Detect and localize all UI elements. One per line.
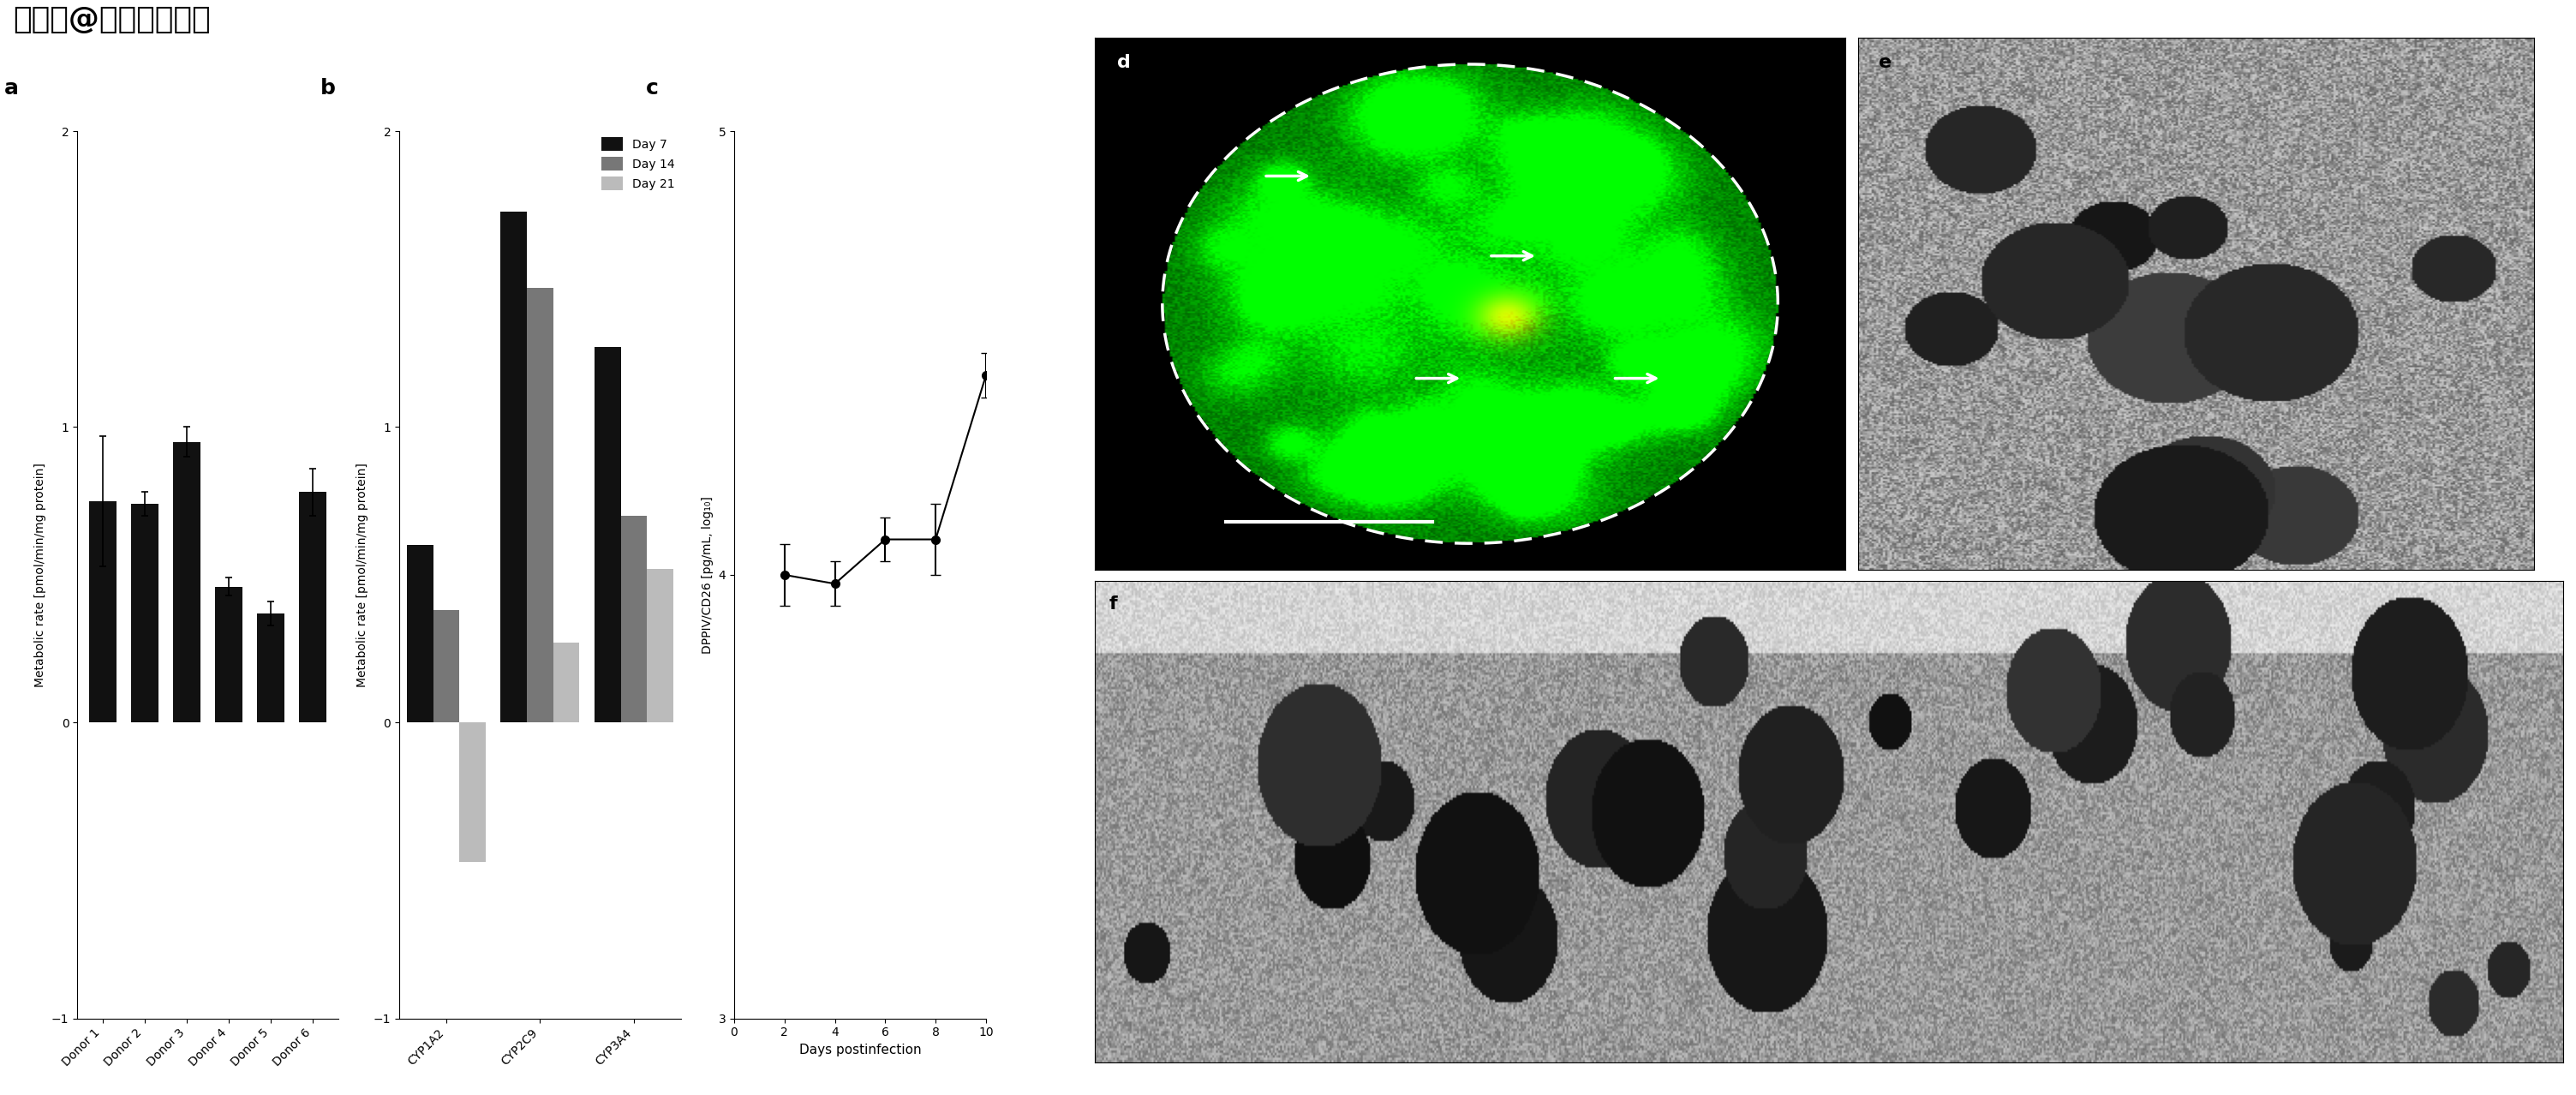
Text: f: f [1110, 596, 1118, 612]
Bar [173, 441, 201, 723]
Y-axis label: Metabolic rate [pmol/min/mg protein]: Metabolic rate [pmol/min/mg protein] [355, 463, 368, 687]
Legend: Day 7, Day 14, Day 21: Day 7, Day 14, Day 21 [600, 137, 675, 191]
Bar [647, 569, 672, 723]
Text: a: a [5, 78, 18, 99]
Text: e: e [1878, 54, 1891, 71]
Text: 搜狐号@上海曼博生物: 搜狐号@上海曼博生物 [13, 5, 211, 35]
Text: c: c [647, 78, 659, 99]
Bar [621, 516, 647, 723]
Bar [299, 492, 327, 723]
Bar [595, 347, 621, 723]
Y-axis label: Metabolic rate [pmol/min/mg protein]: Metabolic rate [pmol/min/mg protein] [33, 463, 46, 687]
Bar [433, 610, 459, 723]
X-axis label: Days postinfection: Days postinfection [799, 1044, 922, 1057]
Bar [554, 643, 580, 723]
Bar [214, 587, 242, 723]
Bar [407, 545, 433, 723]
Bar [131, 504, 157, 723]
Bar [500, 211, 528, 723]
Text: b: b [319, 78, 335, 99]
Y-axis label: DPPIV/CD26 [pg/mL, log₁₀]: DPPIV/CD26 [pg/mL, log₁₀] [701, 496, 714, 654]
Text: d: d [1118, 54, 1131, 71]
Bar [88, 500, 116, 723]
Bar [258, 613, 283, 723]
Bar [528, 288, 554, 723]
Bar [459, 723, 487, 862]
